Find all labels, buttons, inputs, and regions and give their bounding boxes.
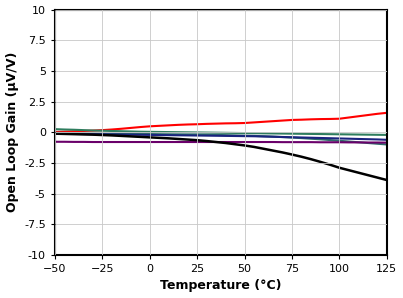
Y-axis label: Open Loop Gain (μV/V): Open Loop Gain (μV/V) xyxy=(6,52,19,212)
X-axis label: Temperature (°C): Temperature (°C) xyxy=(160,280,282,292)
